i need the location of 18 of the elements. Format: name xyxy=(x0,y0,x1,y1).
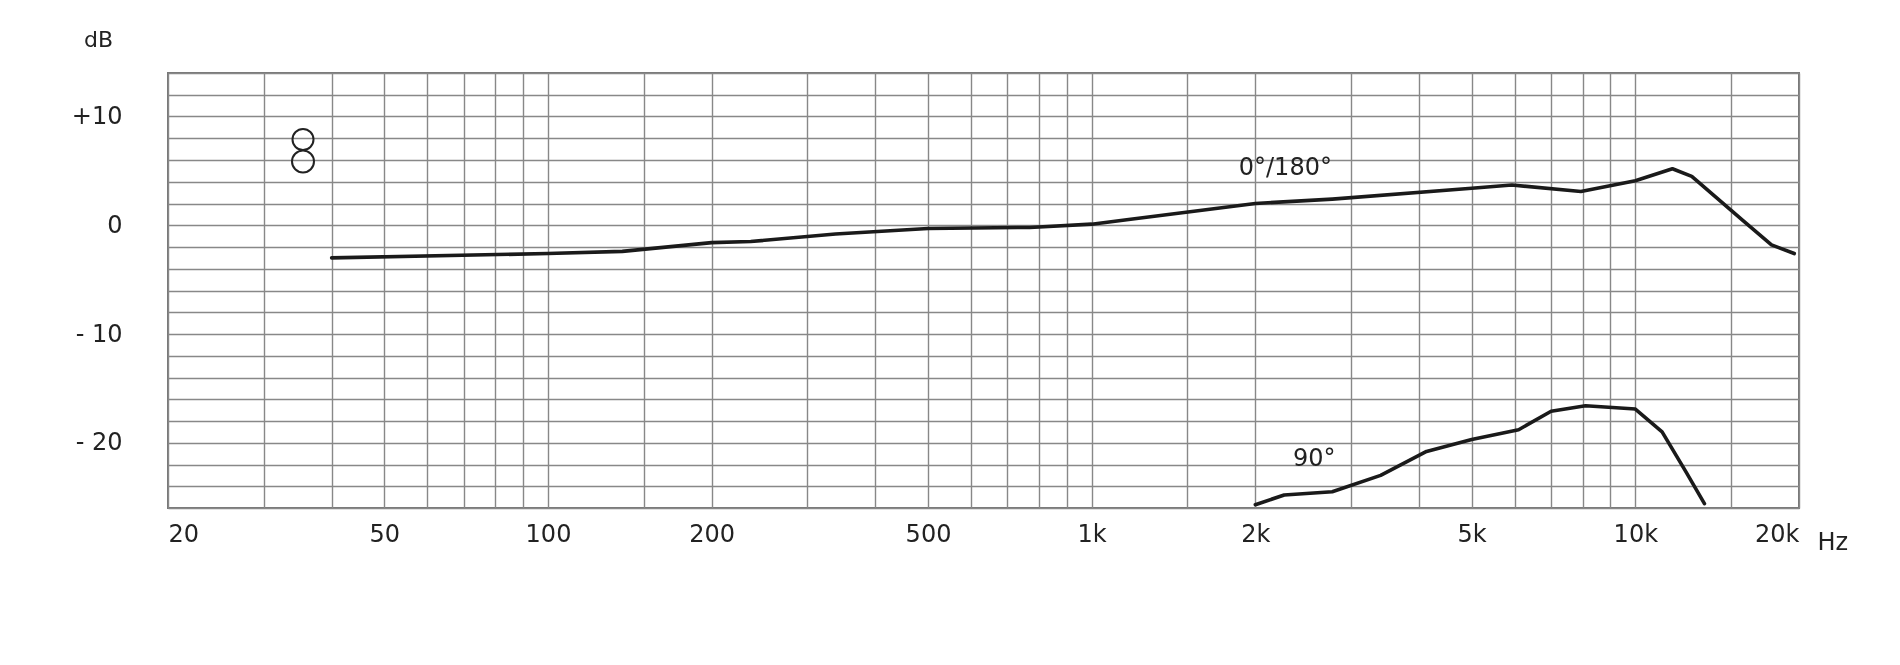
x-tick-label: 20k xyxy=(1755,519,1800,548)
series-label: 0°/180° xyxy=(1238,152,1332,181)
series-label: 90° xyxy=(1292,443,1336,472)
x-axis-title: Hz xyxy=(1817,527,1849,556)
x-tick-label: 500 xyxy=(905,519,952,548)
y-tick-label: 0 xyxy=(107,210,123,239)
x-tick-label: 1k xyxy=(1077,519,1107,548)
x-tick-label: 50 xyxy=(369,519,401,548)
x-tick-label: 100 xyxy=(525,519,572,548)
x-tick-label: 2k xyxy=(1241,519,1271,548)
y-tick-label: - 10 xyxy=(75,319,123,348)
x-tick-label: 10k xyxy=(1613,519,1659,548)
x-tick-label: 5k xyxy=(1457,519,1487,548)
y-tick-label: - 20 xyxy=(75,428,123,457)
x-tick-label: 20 xyxy=(168,519,200,548)
y-axis-title: dB xyxy=(83,26,114,52)
y-tick-label: +10 xyxy=(71,102,123,130)
x-tick-label: 200 xyxy=(689,519,736,548)
